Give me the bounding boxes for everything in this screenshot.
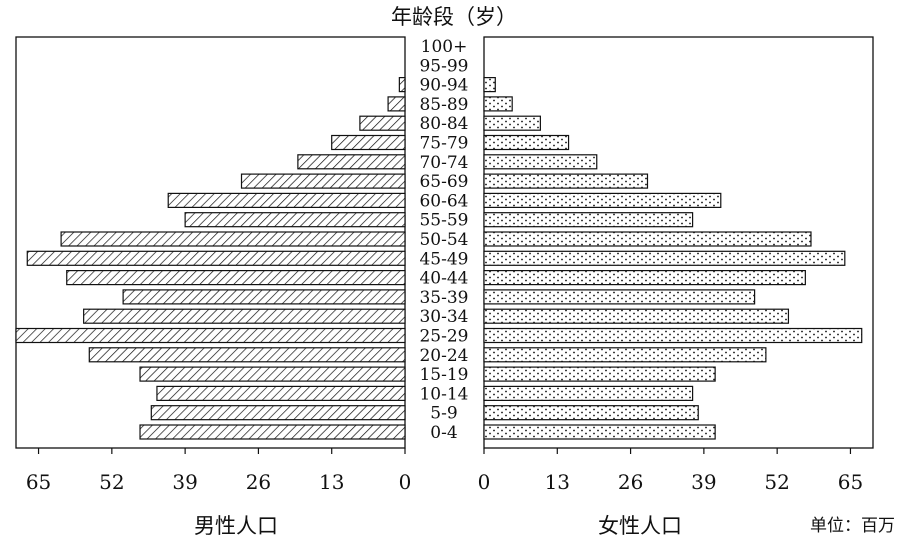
age-label-40-44: 40-44 (419, 269, 468, 289)
female-bar-0-4 (483, 424, 716, 440)
male-bar-40-44 (66, 270, 406, 286)
female-bar-75-79 (483, 134, 570, 151)
male-tick-label-26: 26 (246, 470, 271, 494)
female-bar-25-29 (483, 327, 863, 344)
male-bar-65-69 (240, 173, 406, 189)
age-labels: 100+95-9990-9485-8980-8475-7970-7465-696… (419, 37, 468, 443)
male-tick-label-0: 0 (399, 470, 412, 494)
age-label-70-74: 70-74 (419, 153, 468, 173)
age-label-25-29: 25-29 (419, 327, 468, 347)
age-label-100+: 100+ (421, 37, 468, 57)
age-label-50-54: 50-54 (419, 230, 468, 250)
male-bar-45-49 (26, 250, 406, 266)
female-bar-90-94 (483, 76, 496, 93)
male-bar-10-14 (156, 385, 406, 401)
chart-title: 年龄段（岁） (391, 5, 517, 29)
age-label-60-64: 60-64 (419, 191, 468, 211)
male-bar-30-34 (83, 308, 406, 324)
female-bar-10-14 (483, 385, 694, 401)
female-bar-20-24 (483, 347, 767, 363)
age-label-90-94: 90-94 (419, 76, 468, 96)
male-tick-label-65: 65 (26, 470, 51, 494)
age-label-0-4: 0-4 (430, 423, 457, 443)
male-bar-50-54 (60, 231, 406, 247)
age-label-95-99: 95-99 (419, 56, 468, 76)
male-tick-label-39: 39 (172, 470, 197, 494)
female-tick-label-26: 26 (618, 470, 643, 494)
male-tick-label-52: 52 (99, 470, 124, 494)
male-bar-90-94 (398, 76, 406, 93)
age-label-80-84: 80-84 (419, 114, 468, 134)
female-bar-5-9 (483, 405, 699, 421)
age-label-85-89: 85-89 (419, 95, 468, 115)
male-bar-35-39 (122, 289, 406, 305)
male-bar-85-89 (387, 96, 406, 112)
male-bar-25-29 (15, 327, 406, 344)
female-tick-label-0: 0 (478, 470, 491, 494)
female-tick-label-65: 65 (838, 470, 863, 494)
male-bar-70-74 (297, 154, 406, 170)
age-label-75-79: 75-79 (419, 134, 468, 154)
age-label-5-9: 5-9 (430, 404, 457, 424)
female-tick-label-52: 52 (764, 470, 789, 494)
male-bar-0-4 (139, 424, 406, 440)
female-tick-label-13: 13 (545, 470, 570, 494)
female-bar-85-89 (483, 96, 513, 112)
male-bars (15, 76, 406, 440)
male-bar-5-9 (150, 405, 406, 421)
male-bar-75-79 (331, 134, 406, 151)
age-label-15-19: 15-19 (419, 365, 468, 385)
male-series-label: 男性人口 (194, 514, 278, 538)
age-label-55-59: 55-59 (419, 211, 468, 231)
female-bar-45-49 (483, 250, 846, 266)
female-bar-50-54 (483, 231, 812, 247)
female-bars (483, 76, 863, 440)
age-label-35-39: 35-39 (419, 288, 468, 308)
female-bar-65-69 (483, 173, 649, 189)
age-label-30-34: 30-34 (419, 307, 468, 327)
male-axis-ticks: 65 52 39 26 13 0 (26, 448, 412, 494)
female-bar-60-64 (483, 192, 722, 208)
female-bar-55-59 (483, 212, 694, 228)
female-bar-80-84 (483, 115, 541, 131)
age-label-10-14: 10-14 (419, 384, 468, 404)
male-bar-80-84 (359, 115, 406, 131)
unit-label: 单位：百万 (810, 516, 895, 536)
male-bar-20-24 (88, 347, 406, 363)
male-bar-60-64 (167, 192, 406, 208)
female-series-label: 女性人口 (598, 514, 682, 538)
age-label-20-24: 20-24 (419, 346, 468, 366)
male-tick-label-13: 13 (319, 470, 344, 494)
female-bar-70-74 (483, 154, 598, 170)
female-axis-ticks: 0 13 26 39 52 65 (478, 448, 863, 494)
female-tick-label-39: 39 (691, 470, 716, 494)
male-bar-15-19 (139, 366, 406, 382)
female-bar-30-34 (483, 308, 790, 324)
age-label-45-49: 45-49 (419, 249, 468, 269)
female-bar-40-44 (483, 270, 806, 286)
age-label-65-69: 65-69 (419, 172, 468, 192)
female-bar-15-19 (483, 366, 716, 382)
female-bar-35-39 (483, 289, 756, 305)
male-bar-55-59 (184, 212, 406, 228)
